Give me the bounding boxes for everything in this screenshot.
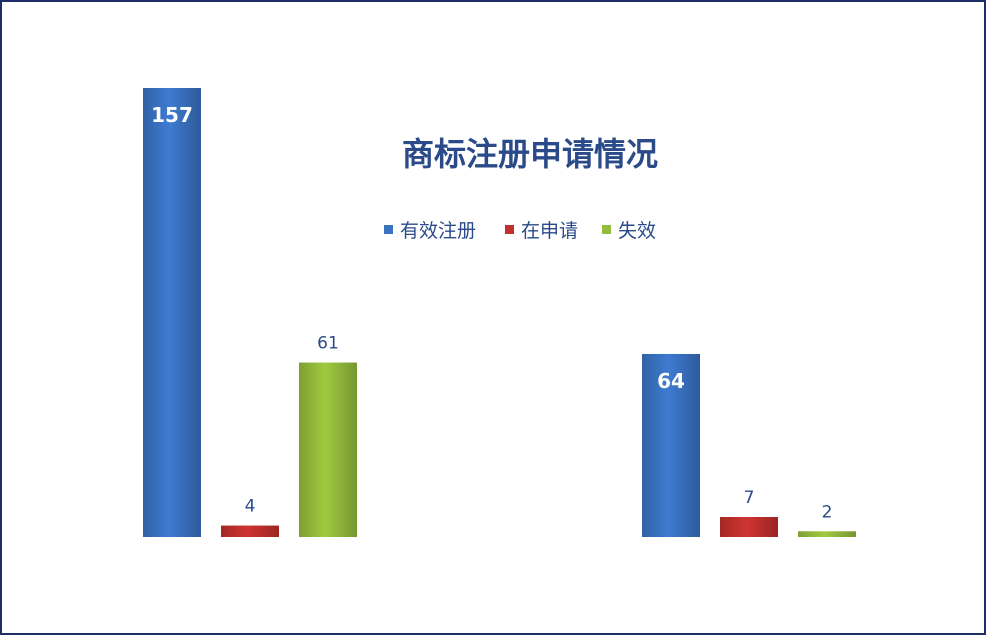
chart-title: 商标注册申请情况	[402, 135, 658, 173]
data-label-1-1: 157	[151, 103, 193, 127]
legend-swatch-2	[505, 225, 514, 234]
legend-item-2: 在申请	[505, 220, 578, 242]
bar-1-3	[299, 362, 357, 537]
bar-2-3	[798, 531, 856, 537]
legend-label-3: 失效	[618, 220, 656, 242]
legend-label-2: 在申请	[521, 220, 578, 242]
legend-item-3: 失效	[602, 220, 656, 242]
data-labels-layer: 157 4 61 64 7 2	[151, 103, 832, 522]
legend-label-1: 有效注册	[400, 220, 476, 242]
legend: 有效注册 在申请 失效	[384, 220, 656, 242]
data-label-2-3: 2	[822, 502, 833, 522]
data-label-1-2: 4	[245, 497, 256, 517]
bars-layer	[143, 88, 856, 537]
legend-swatch-3	[602, 225, 611, 234]
bar-1-1	[143, 88, 201, 537]
bar-2-1	[642, 353, 700, 537]
legend-swatch-1	[384, 225, 393, 234]
legend-item-1: 有效注册	[384, 220, 476, 242]
bar-2-2	[720, 516, 778, 537]
bar-1-2	[221, 525, 279, 537]
data-label-2-1: 64	[657, 369, 685, 393]
data-label-2-2: 7	[744, 488, 755, 508]
data-label-1-3: 61	[317, 334, 339, 354]
